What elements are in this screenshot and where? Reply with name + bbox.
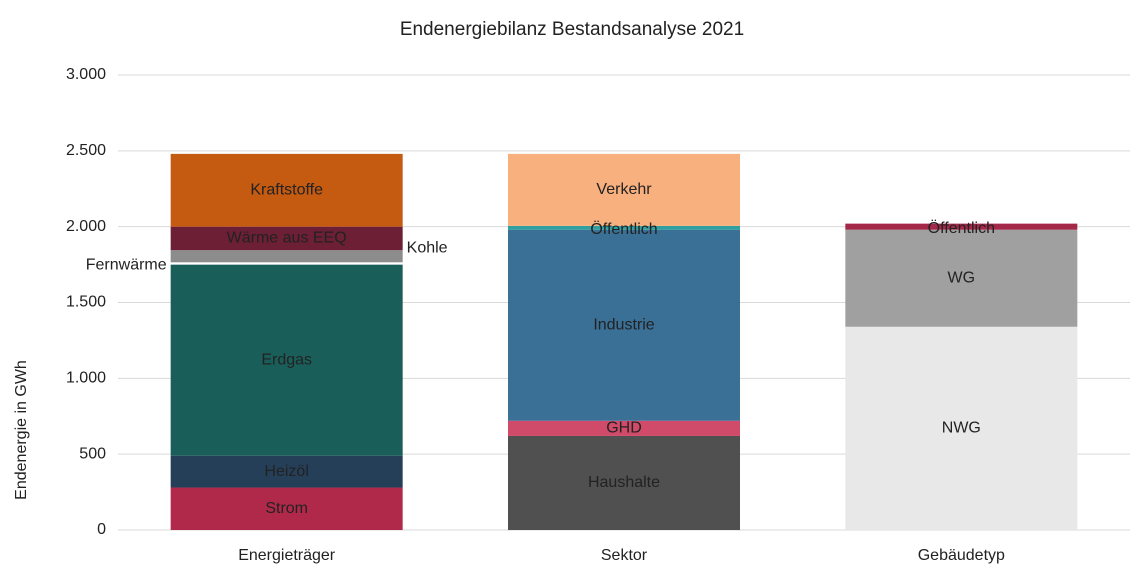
- chart-title: Endenergiebilanz Bestandsanalyse 2021: [400, 19, 744, 40]
- segment-label: Industrie: [593, 316, 654, 333]
- x-tick-label: Gebäudetyp: [918, 547, 1005, 564]
- bar-segment: [845, 223, 1078, 230]
- bar-segment: [170, 487, 403, 530]
- y-axis-title: Endenergie in GWh: [13, 360, 30, 500]
- segment-label: Fernwärme: [86, 257, 167, 274]
- bar-segment: [170, 250, 403, 263]
- segment-label: WG: [948, 269, 976, 286]
- segment-label: Kraftstoffe: [250, 181, 323, 198]
- y-tick-label: 1.500: [66, 294, 106, 311]
- y-tick-label: 1.000: [66, 370, 106, 387]
- bar-segment: [170, 153, 403, 227]
- segment-label: GHD: [606, 420, 642, 437]
- segment-label: Strom: [265, 500, 308, 517]
- bar-segment: [170, 264, 403, 456]
- segment-label: Heizöl: [264, 463, 308, 480]
- segment-label: NWG: [942, 420, 981, 437]
- bar-segment: [845, 326, 1078, 530]
- segment-label: Erdgas: [261, 351, 312, 368]
- x-tick-label: Sektor: [601, 547, 648, 564]
- x-tick-label: Energieträger: [238, 547, 336, 564]
- y-tick-label: 2.000: [66, 218, 106, 235]
- segment-label: Öffentlich: [590, 220, 657, 238]
- bar-segment: [845, 229, 1078, 327]
- bar-segment: [508, 229, 740, 421]
- bar-segment: [508, 420, 740, 436]
- segment-label: Kohle: [407, 239, 448, 256]
- segment-label: Wärme aus EEQ: [227, 230, 347, 247]
- y-tick-label: 0: [97, 521, 106, 538]
- y-tick-label: 2.500: [66, 142, 106, 159]
- segment-label: Haushalte: [588, 474, 660, 491]
- bar-segment: [508, 153, 740, 226]
- bar-segment: [508, 435, 740, 530]
- bar-segment: [170, 226, 403, 251]
- y-tick-label: 500: [79, 445, 106, 462]
- bar-segment: [508, 225, 740, 230]
- segment-label: Öffentlich: [928, 219, 995, 237]
- y-tick-label: 3.000: [66, 66, 106, 83]
- bar-segment: [170, 262, 403, 265]
- bar-segment: [170, 455, 403, 488]
- segment-label: Verkehr: [596, 181, 652, 198]
